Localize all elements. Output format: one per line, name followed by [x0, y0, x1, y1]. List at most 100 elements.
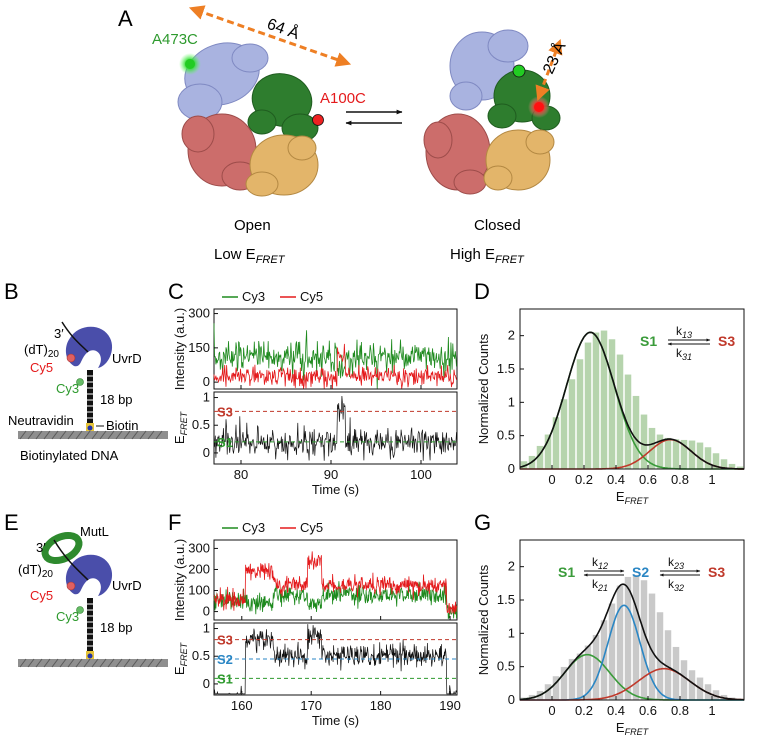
legend-label-cy5: Cy5	[300, 520, 323, 535]
closed-distance-label: 23 Å	[538, 39, 569, 77]
rate-k12-main: k	[592, 555, 599, 569]
histogram-bar	[624, 576, 632, 701]
closed-domain-salmon	[423, 113, 491, 195]
rate-k23-sub: 23	[673, 561, 684, 571]
x-tick-label: 1	[708, 472, 715, 487]
three-prime-b: 3′	[54, 326, 64, 341]
x-tick-label: 0.4	[607, 703, 625, 718]
x-axis-label: EFRET	[616, 489, 650, 506]
open-dot-red-icon	[312, 114, 324, 126]
state-label-s2: S2	[217, 652, 233, 667]
panel-letter-e: E	[4, 510, 19, 535]
rate-k13-main: k	[676, 324, 683, 338]
rate-k32-sub: 32	[674, 583, 684, 593]
cy3-trace	[213, 581, 458, 620]
histogram-bar	[704, 446, 712, 470]
closed-dot-green-icon	[512, 64, 526, 78]
x-tick-label: 0.6	[639, 472, 657, 487]
neutravidin-label-b: Neutravidin	[8, 413, 74, 428]
x-tick-label: 190	[439, 698, 461, 713]
y-tick-label: 1.5	[497, 592, 515, 607]
open-sub: Low EFRET	[214, 246, 286, 266]
fit-envelope	[519, 583, 745, 701]
panel-letter-g: G	[474, 510, 491, 535]
x-tick-label: 0	[548, 472, 555, 487]
x-axis-label-sub: FRET	[625, 727, 650, 735]
biotin-dot-b	[87, 425, 93, 431]
y-tick-label: 1	[508, 625, 515, 640]
uvrd-shape-e	[65, 554, 113, 596]
open-dot-green-icon	[185, 59, 195, 69]
surface-hatch-b	[19, 430, 163, 440]
label-a473c: A473C	[152, 31, 198, 48]
cy5-dot-b	[66, 353, 76, 363]
histogram-bar	[680, 659, 688, 701]
open-structure: 64 Å A473C A100C	[152, 5, 366, 197]
state-label-s1: S1	[217, 435, 233, 450]
efret-trace	[213, 395, 457, 461]
panel-letter-d: D	[474, 279, 490, 304]
chart-g: 0 0.2 0.4 0.6 0.8 1 0 0.5 1 1.5 2 EFRET Normalized C…	[476, 539, 745, 735]
cy3-dot-e	[76, 606, 84, 614]
y-axis-label-bottom-sub: FRET	[179, 410, 189, 435]
x-axis-label-main: E	[616, 489, 625, 504]
panel-e: E MutL 3′ (dT)20 UvrD Cy5 Cy3 18 bp	[4, 510, 168, 668]
biotin-dot-e	[87, 653, 93, 659]
uvrd-shape-b	[65, 326, 113, 368]
x-axis-label: Time (s)	[312, 713, 359, 728]
scheme-state-s3: S3	[708, 564, 725, 580]
x-axis-label-main: E	[616, 720, 625, 735]
chart-f: S3 S2 S1 160 170 180 190 0 100 200 300 0 0.5 1 Cy3 Cy5 I…	[172, 520, 461, 728]
y-tick-label-bottom: 1	[203, 390, 210, 405]
y-tick-label-bottom: 0.5	[192, 648, 210, 663]
rate-k31: k31	[676, 346, 692, 362]
y-axis-label-bottom: EFRET	[172, 410, 189, 444]
panel-letter-b: B	[4, 279, 19, 304]
rate-k21: k21	[592, 577, 608, 593]
x-tick-label: 170	[300, 698, 322, 713]
cy3-trace	[213, 323, 457, 389]
open-distance-label: 64 Å	[265, 14, 303, 43]
y-tick-label: 0.5	[497, 428, 515, 443]
surface-hatch-e	[19, 658, 163, 668]
x-tick-label: 0.4	[607, 472, 625, 487]
x-tick-label: 0.6	[639, 703, 657, 718]
dt20-e: (dT)20	[18, 562, 53, 580]
y-axis-label: Normalized Counts	[476, 564, 491, 675]
open-domain-green	[247, 73, 319, 143]
histogram-bar	[592, 634, 600, 701]
histogram-bar	[584, 342, 592, 470]
histogram-bar	[576, 358, 584, 470]
cy5-label-b: Cy5	[30, 360, 53, 375]
y-tick-label-top: 0	[203, 374, 210, 389]
x-tick-label: 0.8	[671, 472, 689, 487]
histogram-bar	[664, 437, 672, 470]
label-a100c: A100C	[320, 90, 366, 107]
rate-k13: k13	[676, 324, 692, 340]
y-axis-label-bottom-main: E	[172, 435, 187, 444]
closed-label: Closed	[474, 217, 521, 234]
biotin-label-b: Biotin	[106, 418, 139, 433]
y-tick-label-bottom: 0	[203, 676, 210, 691]
histogram-bar	[632, 395, 640, 470]
x-tick-label: 180	[370, 698, 392, 713]
scheme-state-s1: S1	[558, 564, 575, 580]
histogram-bar	[576, 653, 584, 701]
ss-tail-b	[61, 321, 89, 353]
open-label: Open	[234, 217, 271, 234]
surface-b	[18, 431, 168, 439]
rate-k12-sub: 12	[598, 561, 608, 571]
rate-k31-sub: 31	[682, 352, 692, 362]
rate-k23: k23	[668, 555, 684, 571]
dt20-b: (dT)20	[24, 342, 59, 360]
fit-envelope	[519, 331, 744, 470]
closed-structure: 23 Å	[423, 29, 570, 195]
bp-label-b: 18 bp	[100, 392, 133, 407]
dna-rungs-e	[87, 603, 93, 647]
closed-domain-tan	[483, 129, 555, 191]
y-tick-label-bottom: 1	[203, 621, 210, 636]
y-tick-label-top: 200	[188, 561, 210, 576]
scheme-state-s1: S1	[640, 333, 657, 349]
y-axis-label-top: Intensity (a.u.)	[172, 308, 187, 390]
uvrd-label-e: UvrD	[112, 578, 142, 593]
